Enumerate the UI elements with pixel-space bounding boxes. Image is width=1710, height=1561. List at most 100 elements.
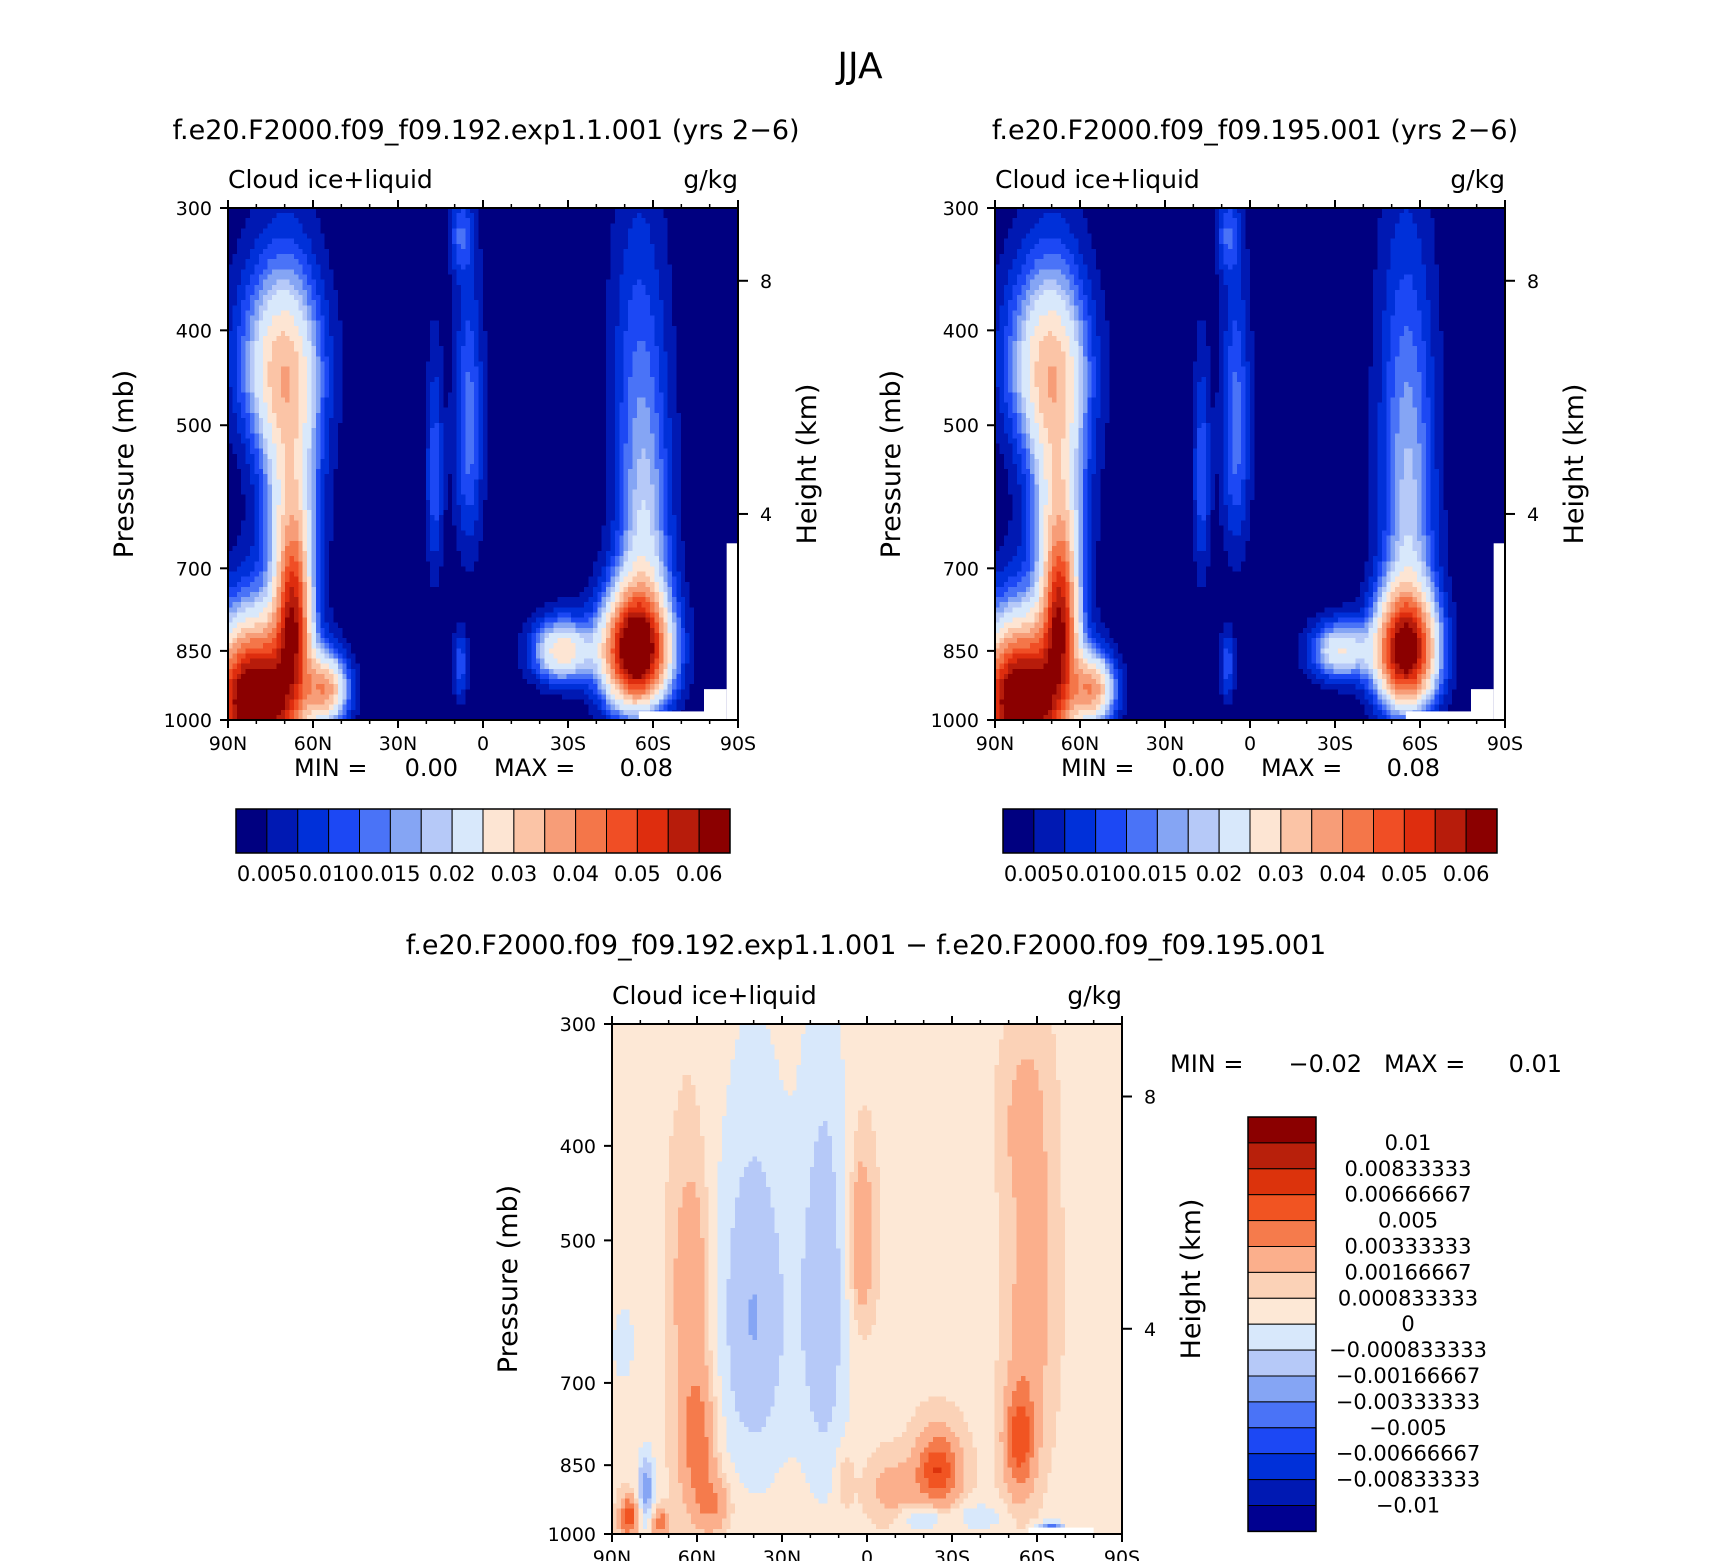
field-cell [417,377,422,383]
field-cell [303,239,308,245]
field-cell [659,316,664,322]
field-cell [329,290,334,296]
field-cell [716,356,721,362]
field-cell [465,397,470,403]
field-cell [615,285,620,291]
field-cell [272,290,277,296]
field-cell [536,387,541,393]
field-cell [619,223,624,229]
field-cell [589,275,594,281]
field-cell [417,331,422,337]
field-cell [391,408,396,414]
field-cell [470,331,475,337]
field-cell [501,326,506,332]
field-cell [369,362,374,368]
field-cell [281,392,286,398]
field-cell [501,372,506,378]
field-cell [285,397,290,403]
field-cell [685,326,690,332]
field-cell [606,223,611,229]
field-cell [567,244,572,250]
field-cell [452,285,457,291]
field-cell [698,269,703,275]
field-cell [435,331,440,337]
field-cell [342,228,347,234]
field-cell [356,285,361,291]
field-cell [514,372,519,378]
field-cell [650,403,655,409]
field-cell [281,295,286,301]
field-cell [720,367,725,373]
field-cell [347,408,352,414]
field-cell [373,382,378,388]
field-cell [448,387,453,393]
field-cell [263,300,268,306]
units-label: g/kg [683,165,738,194]
field-cell [276,305,281,311]
field-cell [492,300,497,306]
field-cell [611,356,616,362]
field-cell [720,377,725,383]
field-cell [356,351,361,357]
field-cell [501,295,506,301]
field-cell [439,397,444,403]
field-cell [628,356,633,362]
field-cell [413,372,418,378]
field-cell [443,300,448,306]
field-cell [325,249,330,255]
field-cell [492,351,497,357]
field-cell [364,362,369,368]
field-cell [325,377,330,383]
field-cell [254,321,259,327]
field-cell [492,275,497,281]
field-cell [369,408,374,414]
field-cell [395,305,400,311]
field-cell [672,249,677,255]
field-cell [342,356,347,362]
field-cell [496,362,501,368]
field-cell [373,408,378,414]
field-cell [356,367,361,373]
field-cell [268,382,273,388]
field-cell [628,367,633,373]
field-cell [426,351,431,357]
field-cell [369,305,374,311]
field-cell [448,264,453,270]
field-cell [536,372,541,378]
field-cell [334,239,339,245]
field-cell [435,382,440,388]
field-cell [514,346,519,352]
field-cell [580,310,585,316]
field-cell [268,223,273,229]
field-cell [307,310,312,316]
field-cell [307,321,312,327]
field-cell [611,275,616,281]
field-cell [580,269,585,275]
field-cell [272,377,277,383]
field-cell [417,346,422,352]
field-cell [483,351,488,357]
field-cell [646,387,651,393]
field-cell [479,408,484,414]
field-cell [487,346,492,352]
field-cell [553,346,558,352]
field-cell [606,336,611,342]
field-cell [558,275,563,281]
field-cell [681,285,686,291]
field-cell [619,392,624,398]
field-cell [461,331,466,337]
field-cell [514,377,519,383]
field-cell [589,285,594,291]
field-cell [641,392,646,398]
field-cell [443,336,448,342]
field-cell [281,280,286,286]
field-cell [571,295,576,301]
field-cell [562,234,567,240]
field-cell [540,331,545,337]
field-cell [492,408,497,414]
field-cell [681,356,686,362]
field-cell [650,326,655,332]
field-cell [408,397,413,403]
field-cell [690,377,695,383]
field-cell [426,356,431,362]
